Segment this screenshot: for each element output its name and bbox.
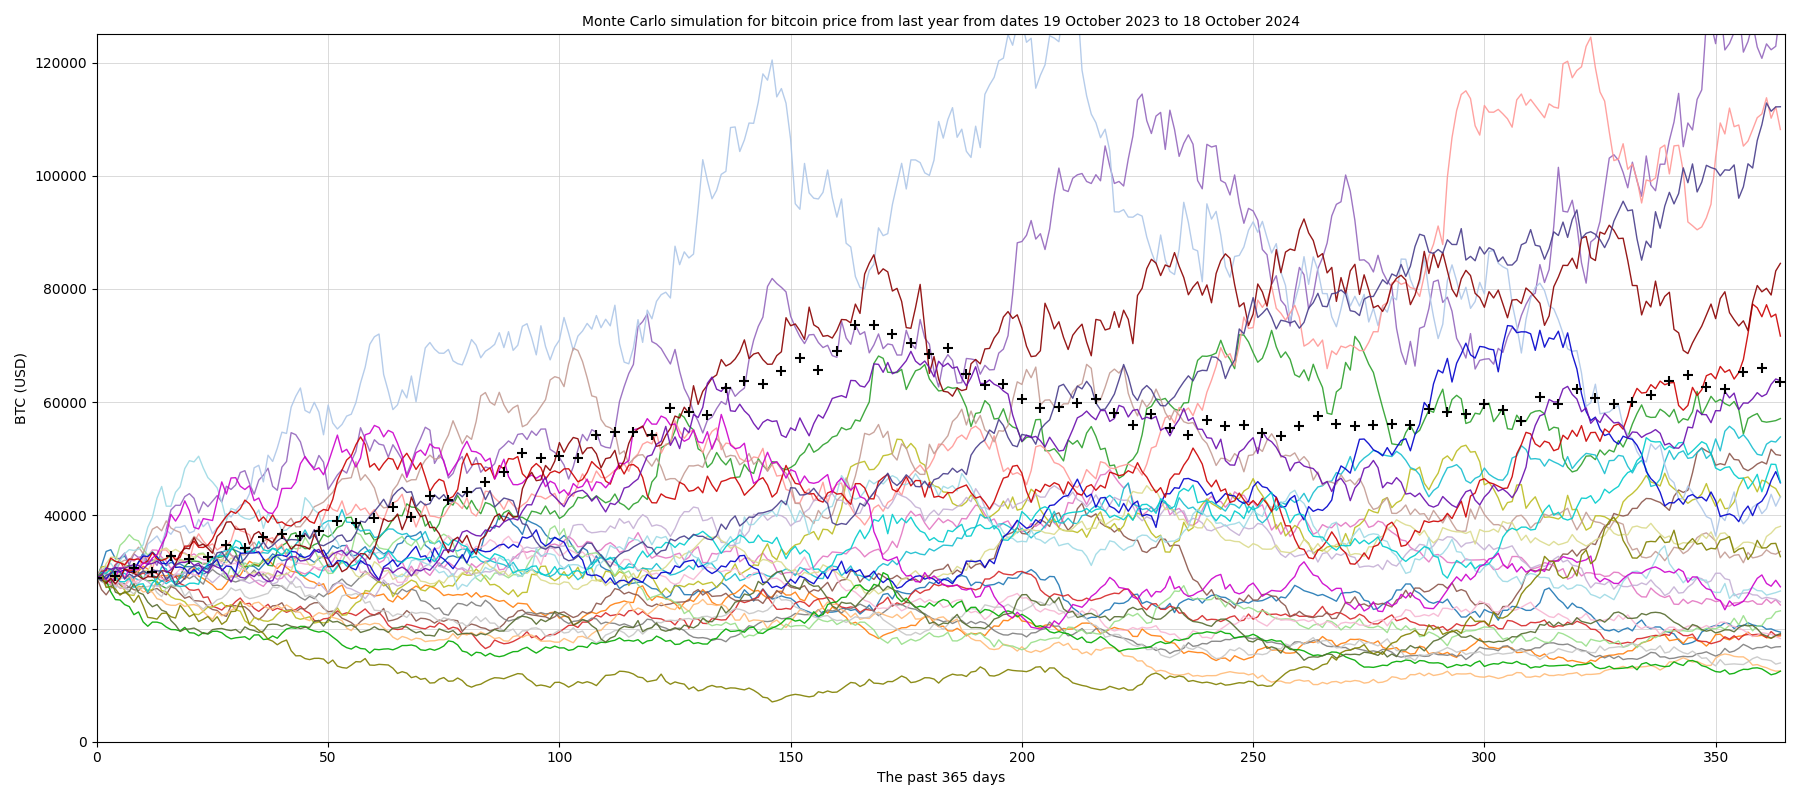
X-axis label: The past 365 days: The past 365 days: [877, 771, 1004, 785]
Title: Monte Carlo simulation for bitcoin price from last year from dates 19 October 20: Monte Carlo simulation for bitcoin price…: [581, 15, 1300, 29]
Y-axis label: BTC (USD): BTC (USD): [14, 352, 29, 424]
